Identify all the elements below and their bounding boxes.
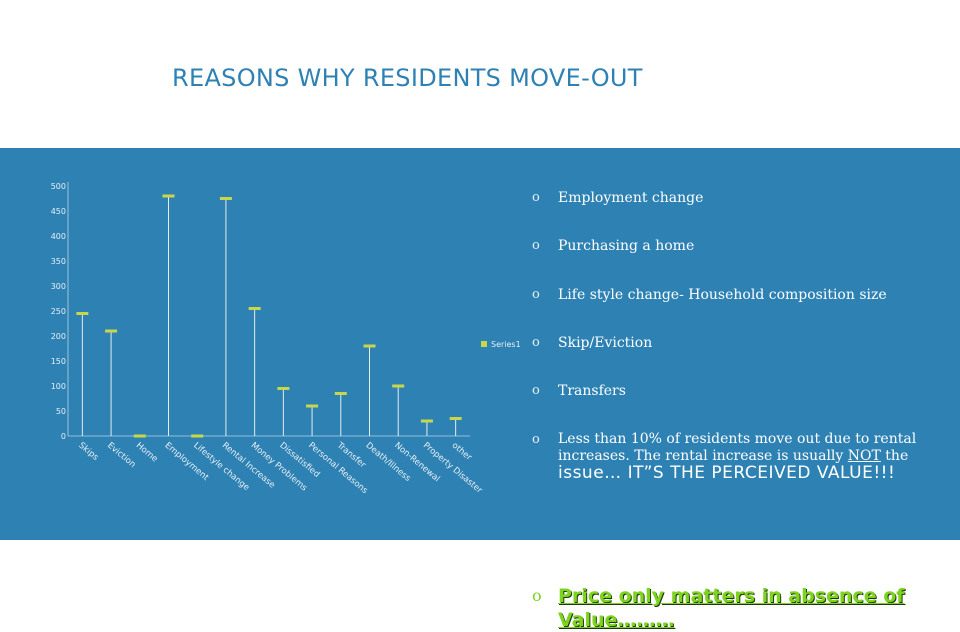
x-tick-label: Home — [134, 441, 160, 465]
bar-chart: 0 50 100 150 200 250 300 350 400 450 500 Skips Evic… — [51, 182, 520, 496]
rental-note-not: NOT — [847, 448, 881, 464]
rental-increase-note: o Less than 10% of residents move out due… — [530, 431, 958, 483]
header-area: REASONS WHY RESIDENTS MOVE-OUT — [0, 0, 960, 148]
y-tick-label: 400 — [51, 232, 66, 241]
perceived-value-text: issue… IT”S THE PERCEIVED VALUE!!! — [558, 463, 896, 483]
price-note-text: Price only matters in absence of Value……… — [558, 585, 905, 631]
bar-mark — [219, 197, 232, 200]
bar-mark — [277, 387, 290, 390]
list-item-text: Skip/Eviction — [558, 335, 653, 351]
list-item-text: Transfers — [558, 383, 626, 399]
list-item: o Employment change — [530, 190, 950, 206]
list-item-text: Employment change — [558, 190, 704, 206]
bar-mark — [392, 384, 405, 388]
bar-mark — [76, 312, 89, 315]
bar-mark — [449, 417, 462, 420]
x-tick-label: Eviction — [105, 441, 137, 470]
bar-mark — [248, 307, 261, 310]
y-tick-label: 250 — [51, 307, 66, 316]
y-tick-label: 200 — [51, 332, 66, 341]
bullet-marker: o — [532, 190, 540, 205]
y-tick-label: 350 — [51, 257, 66, 266]
rental-note-after: the — [880, 448, 909, 464]
bullet-marker: o — [532, 432, 540, 447]
bullet-marker: o — [532, 335, 540, 350]
list-item-text: Purchasing a home — [558, 238, 695, 254]
bar-mark — [105, 329, 118, 333]
reasons-list: o Employment change o Purchasing a home o L… — [530, 190, 950, 631]
bar-mark — [191, 434, 204, 438]
content-band — [0, 148, 960, 540]
price-note: o Price only matters in absence of Value…… — [530, 584, 938, 632]
bullet-marker: o — [532, 586, 542, 605]
y-tick-label: 0 — [61, 432, 66, 441]
y-tick-label: 100 — [51, 382, 66, 391]
y-tick-label: 150 — [51, 357, 66, 366]
chart-y-ticks: 0 50 100 150 200 250 300 350 400 450 500 — [51, 182, 66, 441]
rental-note-text: Less than 10% of residents move out due … — [558, 431, 917, 464]
chart-axes — [67, 182, 470, 437]
bullet-marker: o — [532, 238, 540, 253]
y-tick-label: 500 — [51, 182, 66, 191]
list-item: o Skip/Eviction — [530, 335, 950, 351]
bullet-marker: o — [532, 383, 540, 398]
chart-bars — [76, 194, 462, 438]
bar-mark — [133, 434, 146, 438]
bar-mark — [420, 419, 433, 423]
y-tick-label: 450 — [51, 207, 66, 216]
list-item: o Transfers — [530, 383, 950, 399]
bar-mark — [306, 404, 319, 408]
chart-legend: Series1 — [481, 340, 520, 349]
legend-swatch — [481, 341, 487, 347]
y-tick-label: 300 — [51, 282, 66, 291]
x-tick-label: Skips — [76, 441, 100, 463]
bullet-marker: o — [532, 287, 540, 302]
x-tick-label: other — [450, 441, 474, 464]
legend-label: Series1 — [491, 340, 520, 349]
y-tick-label: 50 — [56, 407, 66, 416]
list-item-text: Life style change- Household composition… — [558, 287, 887, 303]
bar-mark — [334, 392, 347, 395]
list-item: o Purchasing a home — [530, 238, 950, 254]
list-item: o Life style change- Household compositio… — [530, 287, 950, 303]
bar-mark — [363, 344, 376, 348]
bar-mark — [162, 194, 175, 198]
page-title: REASONS WHY RESIDENTS MOVE-OUT — [172, 64, 643, 92]
